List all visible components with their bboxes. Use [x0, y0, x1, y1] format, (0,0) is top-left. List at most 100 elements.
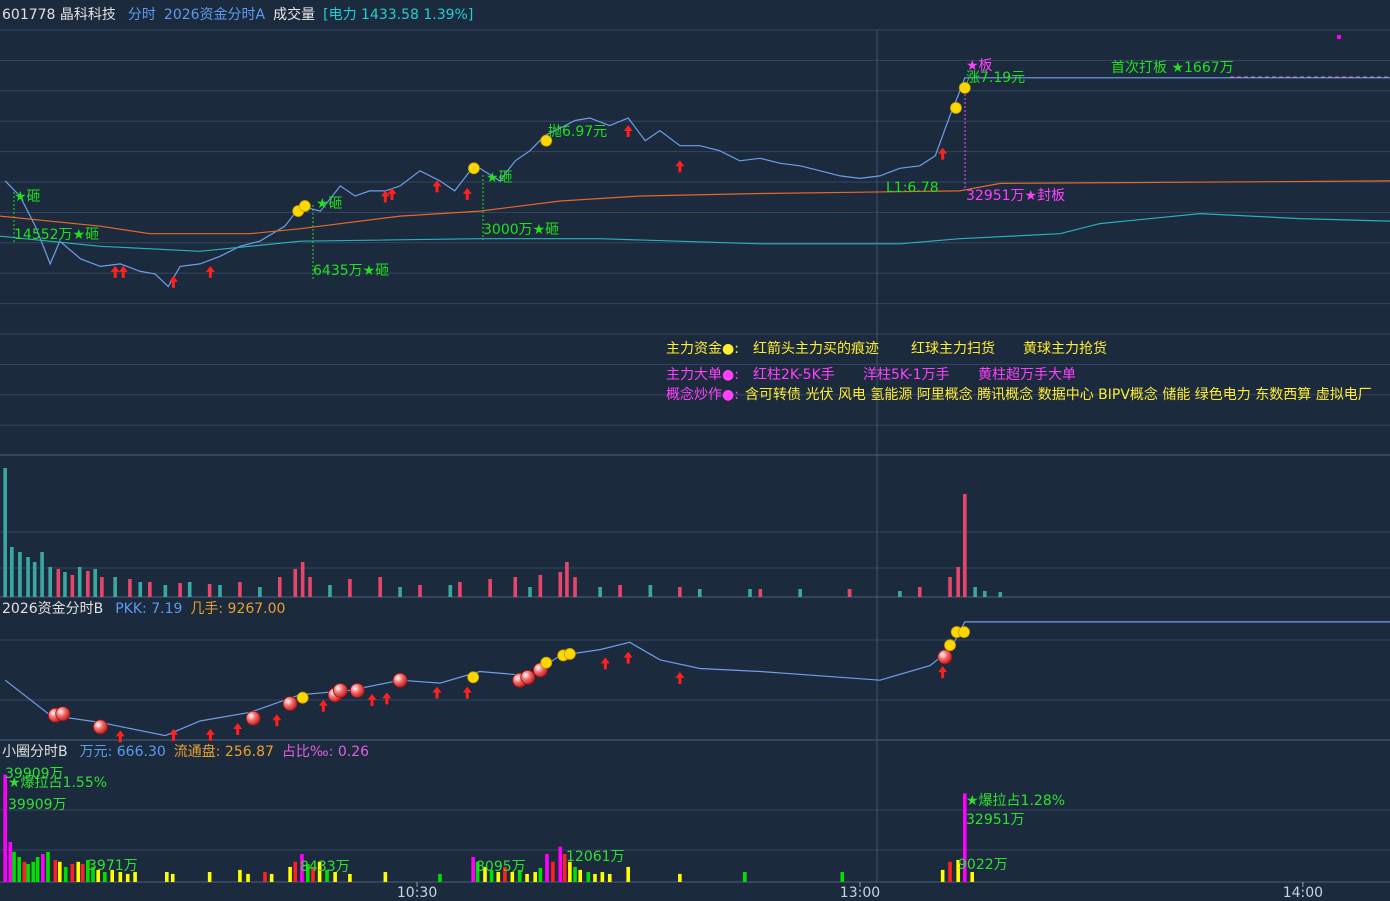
- bar: [53, 859, 58, 882]
- bar: [970, 872, 974, 882]
- bar: [300, 854, 304, 882]
- legend-text: 红柱2K-5K手: [753, 367, 835, 383]
- bar: [573, 577, 577, 597]
- red-ball: [332, 683, 348, 698]
- annotation: 39909万: [5, 766, 64, 782]
- buy-arrow: [938, 666, 948, 679]
- bar: [63, 866, 68, 882]
- x-tick-label: 10:30: [397, 885, 437, 901]
- series-line: [0, 180, 1390, 235]
- yellow-ball: [296, 691, 309, 704]
- annotation: 39909万: [8, 797, 67, 813]
- indicator: 流通盘: 256.87: [174, 743, 274, 760]
- bar: [57, 861, 62, 882]
- bar: [306, 863, 310, 882]
- bar: [748, 589, 752, 597]
- bar: [178, 583, 182, 597]
- series-line: [4, 77, 1390, 288]
- yellow-ball: [298, 200, 311, 212]
- bar: [12, 851, 16, 882]
- bar: [76, 861, 81, 882]
- bar: [293, 861, 298, 882]
- annotation: 9022万: [958, 857, 1008, 873]
- bar: [26, 557, 30, 597]
- bar: [510, 872, 515, 882]
- bar: [17, 856, 21, 882]
- annotation: 涨7.19元: [966, 70, 1025, 86]
- annotation: 抛6.97元: [548, 124, 607, 140]
- bar: [956, 567, 960, 597]
- indicator: 万元: 666.30: [80, 744, 166, 760]
- buy-arrow: [168, 728, 178, 741]
- annotation: 8433万: [300, 859, 350, 875]
- bar: [46, 851, 50, 882]
- yellow-ball: [467, 671, 480, 684]
- bar: [568, 861, 572, 882]
- indicator: [电力 1433.58 1.39%]: [323, 7, 473, 23]
- bar: [93, 569, 98, 597]
- bar: [77, 567, 82, 597]
- bar: [475, 861, 480, 882]
- panel-title: 601778 晶科科技: [2, 7, 116, 23]
- bar: [956, 859, 960, 882]
- yellow-ball: [950, 102, 962, 114]
- bar: [110, 869, 115, 882]
- buy-arrow: [432, 180, 442, 193]
- bar: [207, 584, 212, 597]
- bar: [697, 589, 702, 597]
- yellow-ball: [540, 134, 553, 147]
- bar: [528, 587, 532, 597]
- bar: [618, 585, 622, 597]
- panel-title: 小圈分时B: [2, 744, 68, 760]
- legend-text: 黄球主力抢货: [1023, 340, 1107, 357]
- bar: [398, 587, 402, 597]
- bar: [471, 856, 475, 882]
- bar: [503, 866, 507, 882]
- annotation: 32951万★封板: [966, 188, 1065, 204]
- series-line: [0, 212, 1390, 252]
- bar: [573, 866, 577, 882]
- annotation: 6435万★砸: [313, 263, 389, 279]
- bar: [483, 866, 487, 882]
- legend-text: 主力资金●:: [666, 341, 739, 357]
- legend-text: 洋柱5K-1万手: [863, 367, 950, 383]
- buy-arrow: [205, 265, 215, 278]
- bar: [70, 863, 75, 882]
- bar: [607, 873, 612, 882]
- buy-arrow: [168, 275, 178, 288]
- x-tick-label: 13:00: [840, 885, 880, 901]
- annotation: 12061万: [566, 849, 625, 865]
- buy-arrow: [110, 265, 120, 278]
- bar: [448, 585, 453, 597]
- indicator: 分时: [128, 7, 156, 23]
- annotation: 3000万★砸: [483, 222, 559, 238]
- bar: [258, 587, 262, 597]
- bar: [982, 591, 987, 597]
- bar: [148, 582, 152, 597]
- bar: [63, 572, 67, 597]
- bar: [898, 591, 902, 597]
- bar: [35, 856, 40, 882]
- legend-text: 主力大单●:: [666, 367, 739, 383]
- indicator: 成交量: [273, 6, 315, 23]
- bar: [598, 587, 602, 597]
- bar: [378, 577, 382, 597]
- annotation: 首次打板 ★1667万: [1111, 59, 1234, 76]
- bar: [565, 562, 569, 597]
- buy-arrow: [432, 686, 442, 699]
- bar: [626, 866, 630, 882]
- bar: [600, 872, 605, 882]
- bar: [263, 872, 267, 882]
- bar: [348, 873, 352, 882]
- buy-arrow: [118, 265, 128, 278]
- bar: [383, 872, 388, 882]
- bar: [8, 841, 13, 882]
- bar: [489, 869, 494, 882]
- grid: [0, 29, 1390, 851]
- annotation: L1:6.78: [886, 180, 939, 196]
- bar: [758, 589, 763, 597]
- buy-arrow: [675, 672, 685, 684]
- bar: [3, 774, 7, 882]
- bar: [103, 872, 107, 882]
- buy-arrow: [367, 693, 377, 706]
